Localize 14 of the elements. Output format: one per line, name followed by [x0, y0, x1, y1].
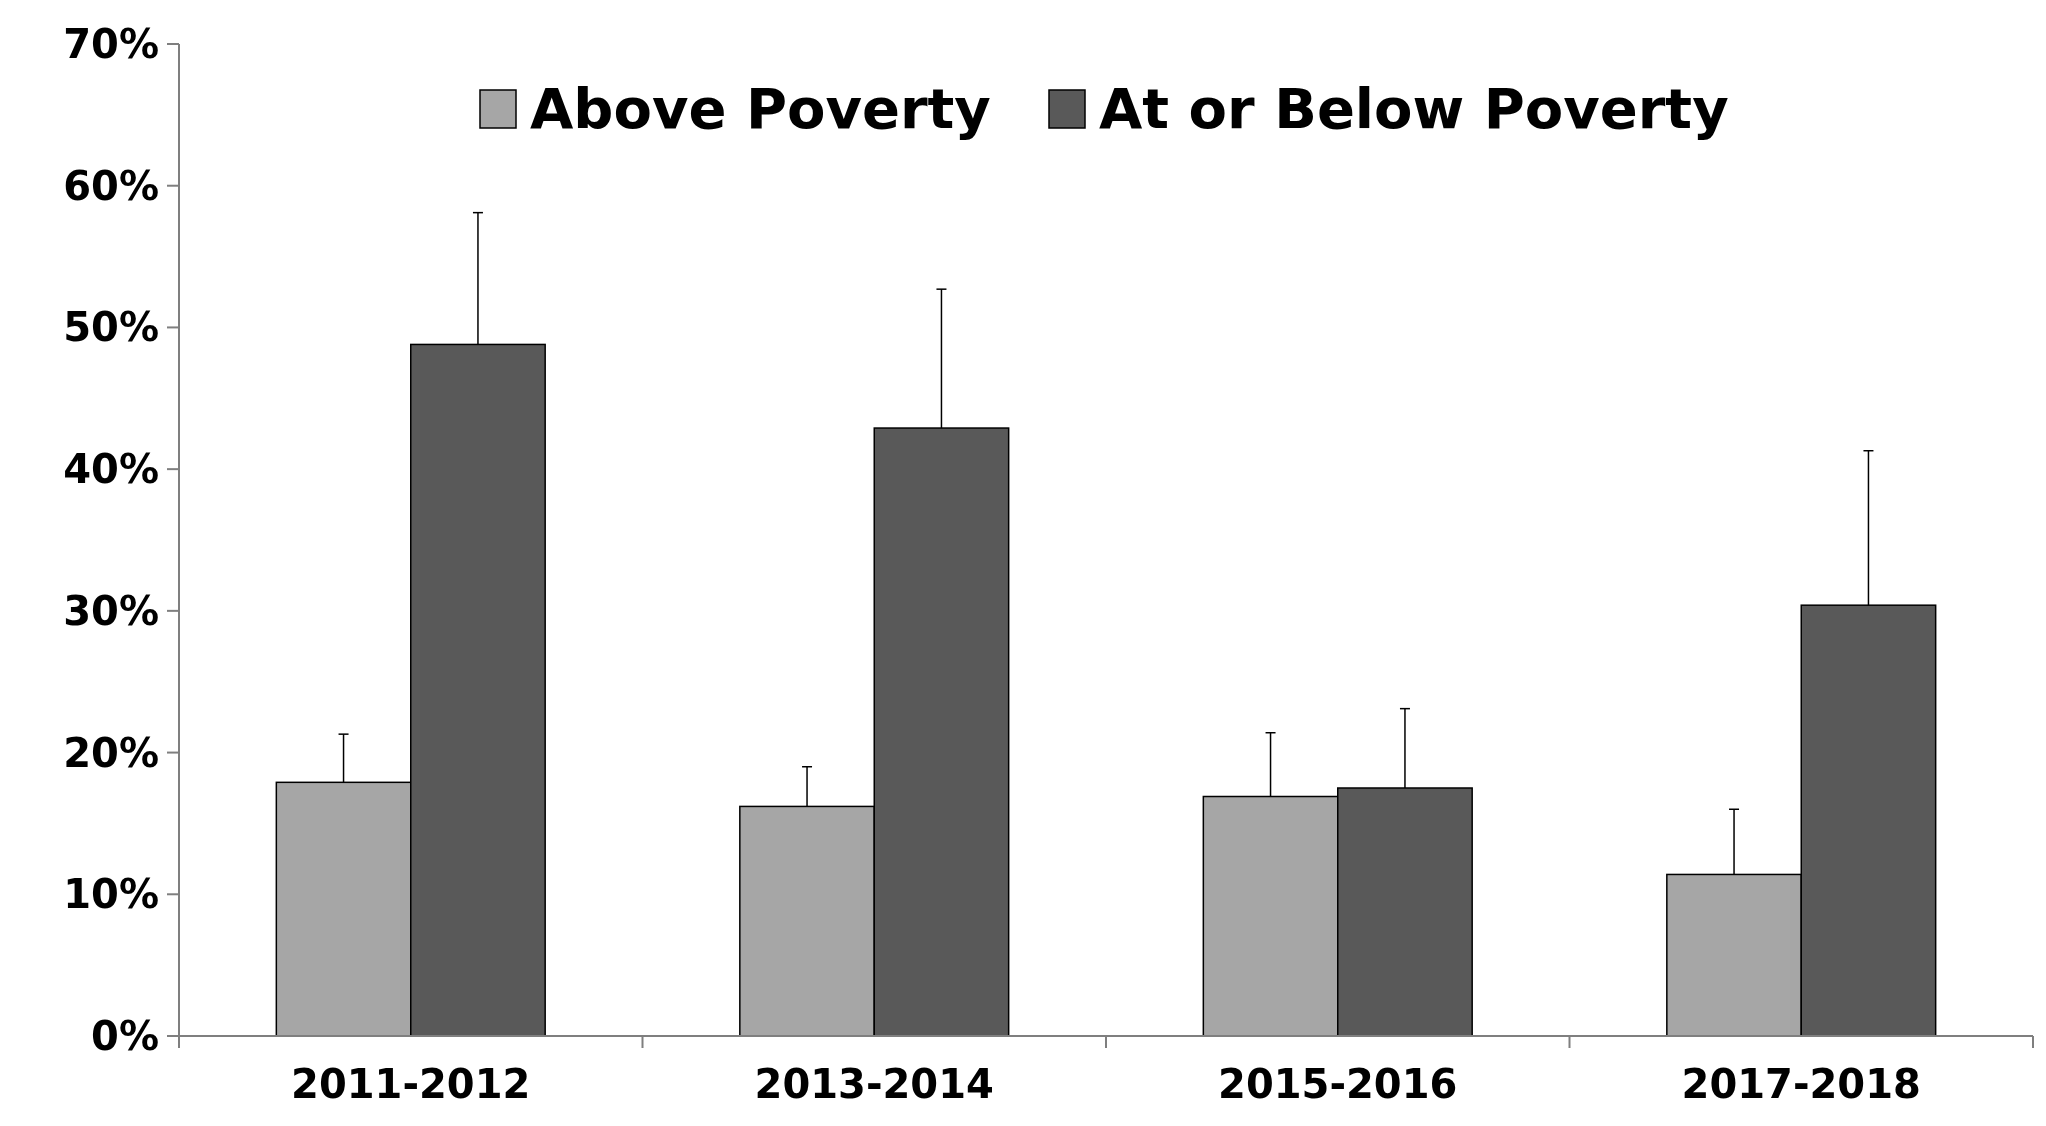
y-tick-label: 20% [63, 729, 159, 776]
y-tick-label: 30% [63, 587, 159, 634]
x-tick-label: 2013-2014 [754, 1061, 994, 1107]
x-tick-label: 2015-2016 [1218, 1061, 1458, 1107]
legend-label: Above Poverty [530, 75, 991, 141]
y-tick-label: 70% [63, 21, 159, 67]
x-tick-label: 2011-2012 [291, 1061, 531, 1107]
y-tick-label: 60% [63, 162, 159, 209]
y-tick-label: 10% [63, 871, 159, 918]
y-tick-label: 40% [63, 446, 159, 493]
y-tick-label: 50% [63, 304, 159, 351]
y-tick-label: 0% [91, 1013, 159, 1059]
x-tick-label: 2017-2018 [1681, 1061, 1921, 1107]
legend-label: At or Below Poverty [1099, 75, 1729, 141]
